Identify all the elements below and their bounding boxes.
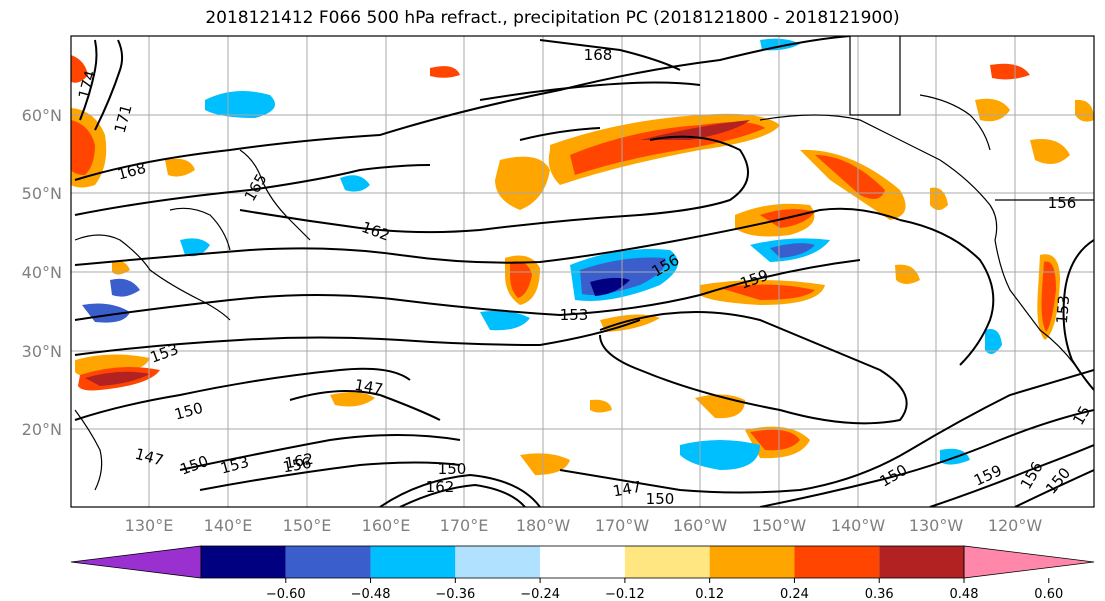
contour-label: 150	[438, 460, 467, 478]
colorbar-segment	[201, 546, 286, 578]
contour-label: 168	[584, 46, 613, 64]
contour-label: 147	[611, 478, 642, 501]
colorbar-tick-label: 0.24	[780, 587, 809, 601]
colorbar-tick-label: −0.36	[435, 587, 475, 601]
lon-label: 130°E	[125, 516, 174, 535]
colorbar-segment	[540, 546, 625, 578]
colorbar-segment	[624, 546, 710, 578]
lon-label: 120°W	[988, 516, 1043, 535]
map-frame	[70, 35, 1095, 508]
contour-label: 153	[1053, 295, 1073, 325]
colorbar-tick-label: −0.60	[266, 587, 306, 601]
colorbar-tick-label: −0.24	[520, 587, 560, 601]
colorbar-tick-label: 0.48	[950, 587, 979, 601]
contour-label: 162	[426, 478, 455, 496]
graticule	[71, 36, 1094, 507]
colorbar-segment	[709, 546, 795, 578]
lon-label: 140°E	[204, 516, 253, 535]
contour-label: 156	[281, 454, 312, 477]
contour-label: 147	[353, 376, 384, 399]
contour-label: 150	[646, 490, 675, 508]
lon-label: 140°W	[831, 516, 886, 535]
lat-label: 60°N	[22, 106, 62, 125]
colorbar-tick-label: −0.12	[605, 587, 645, 601]
colorbar-segment	[455, 546, 541, 578]
lat-label: 50°N	[22, 184, 62, 203]
lat-label: 40°N	[22, 263, 62, 282]
coastlines	[74, 36, 1094, 491]
colorbar-segment	[794, 546, 880, 578]
colorbar-extend-low	[70, 545, 202, 579]
lon-label: 180°W	[516, 516, 571, 535]
lon-label: 160°E	[362, 516, 411, 535]
longitude-labels: 130°E 140°E 150°E 160°E 170°E 180°W 170°…	[125, 516, 1043, 535]
height-contours	[74, 36, 1094, 507]
contour-label: 156	[1048, 194, 1077, 212]
colorbar-segment	[370, 546, 456, 578]
colorbar: −0.60 −0.48 −0.36 −0.24 −0.12 0.12 0.24 0.36 0.4…	[70, 545, 1095, 601]
colorbar-tick-label: 0.12	[695, 587, 724, 601]
lon-label: 170°E	[440, 516, 489, 535]
contour-label: 153	[560, 306, 589, 324]
latitude-labels: 60°N 50°N 40°N 30°N 20°N	[22, 106, 62, 439]
contour-label: 162	[283, 450, 314, 473]
colorbar-extend-high	[963, 545, 1095, 579]
lon-label: 150°E	[283, 516, 332, 535]
lon-label: 130°W	[909, 516, 964, 535]
lat-label: 20°N	[22, 420, 62, 439]
map-title: 2018121412 F066 500 hPa refract., precip…	[205, 8, 900, 28]
colorbar-segment	[285, 546, 371, 578]
colorbar-outline	[200, 545, 965, 579]
colorbar-segment	[879, 546, 964, 578]
lon-label: 150°W	[752, 516, 807, 535]
lon-label: 170°W	[595, 516, 650, 535]
lat-label: 30°N	[22, 342, 62, 361]
colorbar-tick-label: 0.60	[1034, 587, 1063, 601]
colorbar-tick-label: −0.48	[351, 587, 391, 601]
lon-label: 160°W	[673, 516, 728, 535]
colorbar-tick-label: 0.36	[865, 587, 894, 601]
